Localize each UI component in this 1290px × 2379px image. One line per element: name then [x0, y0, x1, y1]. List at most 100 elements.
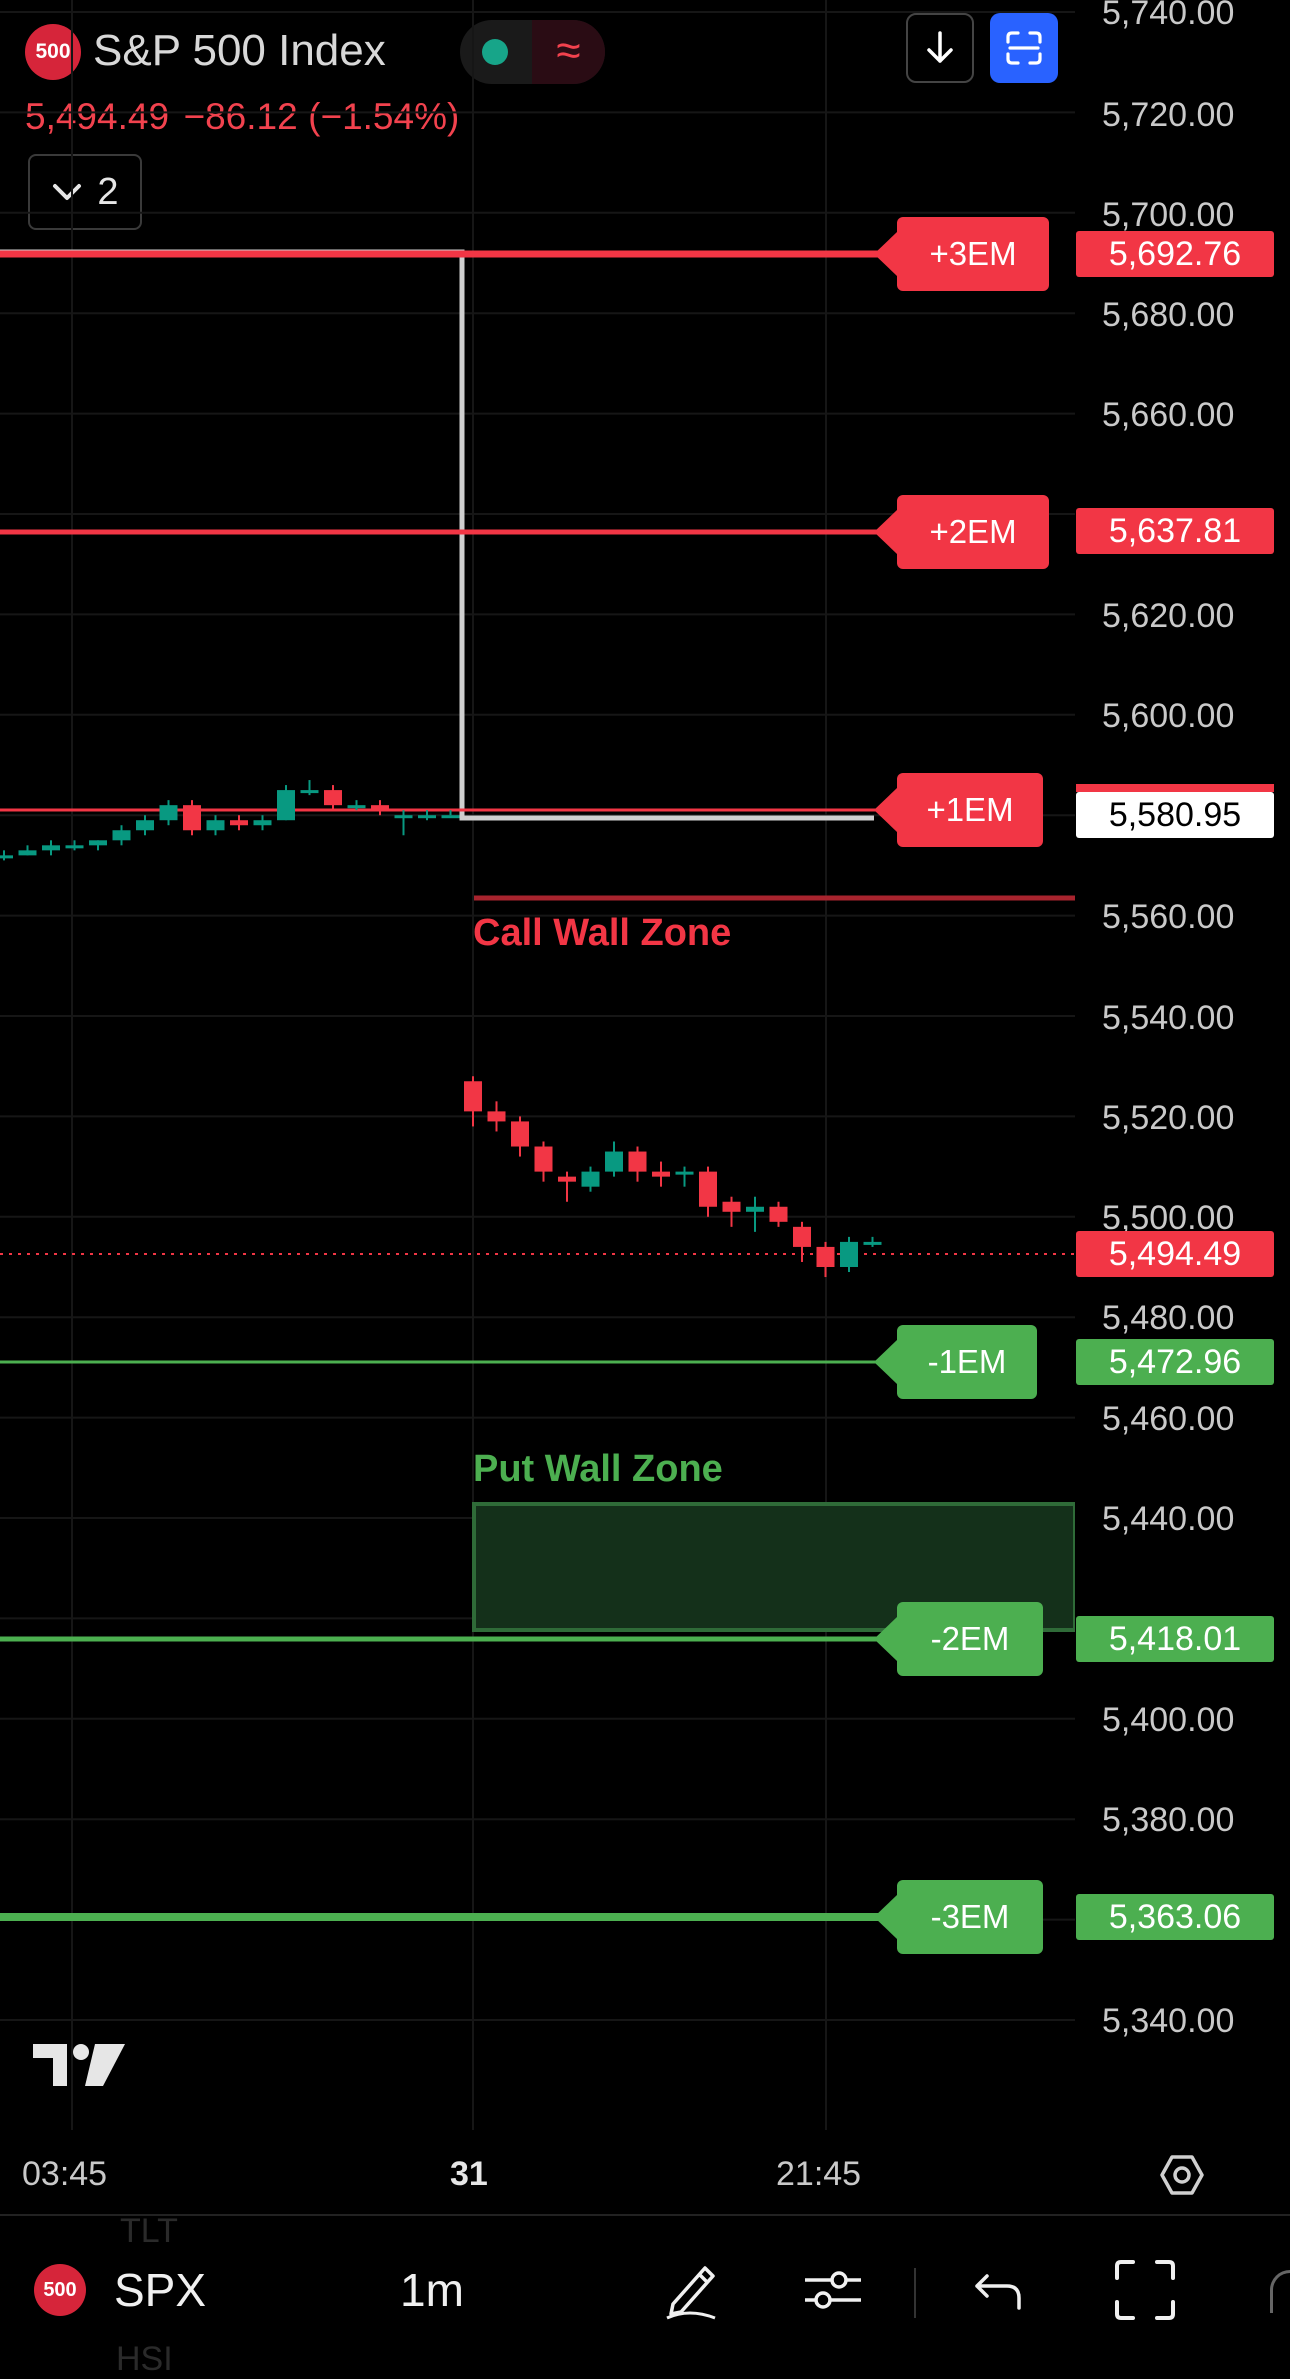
minus2em-tag[interactable]: -2EM: [897, 1602, 1043, 1676]
price-tick: 5,700.00: [1102, 196, 1235, 234]
minus3em-tag-pointer: [874, 1895, 897, 1939]
indicators-count: 2: [97, 170, 119, 213]
price-tick: 5,400.00: [1102, 1701, 1235, 1739]
price-tick: 5,560.00: [1102, 898, 1235, 936]
tradingview-logo[interactable]: TV: [33, 2040, 129, 2088]
candle-body: [324, 790, 342, 806]
market-open-dot-icon: [482, 39, 508, 65]
minus1em-tag-pointer: [874, 1340, 897, 1384]
toolbar-divider: [914, 2268, 916, 2318]
last-price-label: 5,494.49: [1076, 1231, 1274, 1277]
price-tick: 5,540.00: [1102, 999, 1235, 1037]
candle-body: [0, 855, 13, 859]
put-wall-zone-label: Put Wall Zone: [473, 1448, 723, 1490]
measure-box: [0, 249, 874, 821]
plus1em-axis-marker: [1076, 784, 1274, 792]
put-wall-zone-box: [472, 1502, 1075, 1632]
candle-body: [605, 1151, 623, 1172]
minus1em-price-label: 5,472.96: [1076, 1339, 1274, 1385]
minus1em-tag[interactable]: -1EM: [897, 1325, 1037, 1399]
candle-body: [136, 820, 154, 831]
page-title[interactable]: S&P 500 Index: [93, 26, 386, 75]
candle-body: [652, 1171, 670, 1177]
bottom-toolbar: TLT HSI 500 SPX 1m: [0, 2212, 1290, 2378]
price-chart[interactable]: [0, 0, 1075, 2130]
candle-body: [558, 1176, 576, 1182]
wave-icon: ≈: [532, 20, 605, 84]
chevron-down-icon: [53, 184, 82, 200]
minus3em-tag[interactable]: -3EM: [897, 1880, 1043, 1954]
price-tick: 5,460.00: [1102, 1400, 1235, 1438]
minus2em-tag-pointer: [874, 1617, 897, 1661]
expand-icon: [1115, 2260, 1175, 2320]
interval-selector[interactable]: 1m: [400, 2264, 464, 2316]
chart-settings-icon[interactable]: [1158, 2151, 1206, 2199]
last-price: 5,494.49: [25, 96, 170, 137]
plus1em-tag-pointer: [874, 788, 897, 832]
candle-body: [464, 1081, 482, 1112]
ghost-watchlist-item: HSI: [116, 2340, 173, 2378]
plus1em-tag[interactable]: +1EM: [897, 773, 1043, 847]
candle-body: [699, 1171, 717, 1207]
fullscreen-button[interactable]: [1110, 2254, 1180, 2326]
indicators-collapse-button[interactable]: 2: [28, 154, 142, 230]
candle-body: [206, 820, 225, 831]
candle-body: [230, 820, 248, 826]
plus2em-tag-pointer: [874, 510, 897, 554]
price-tick: 5,600.00: [1102, 697, 1235, 735]
plus2em-tag[interactable]: +2EM: [897, 495, 1049, 569]
candle-body: [769, 1206, 788, 1222]
chart-grid: [0, 0, 1075, 2130]
candle-series: [0, 780, 882, 1278]
candle-body: [441, 815, 460, 819]
fullscreen-toggle-button[interactable]: [990, 13, 1058, 83]
candle-body: [347, 805, 366, 809]
price-tick: 5,740.00: [1102, 0, 1235, 32]
candle-body: [746, 1206, 764, 1212]
time-tick: 03:45: [22, 2155, 108, 2193]
candle-body: [89, 840, 107, 846]
undo-button[interactable]: [964, 2254, 1034, 2326]
minus3em-price-label: 5,363.06: [1076, 1894, 1274, 1940]
candle-body: [183, 805, 201, 831]
price-tick: 5,480.00: [1102, 1299, 1235, 1337]
candle-body: [418, 815, 436, 819]
candle-body: [394, 815, 413, 819]
price-tick: 5,340.00: [1102, 2002, 1235, 2040]
candle-body: [722, 1201, 741, 1212]
price-tick: 5,500.00: [1102, 1199, 1235, 1237]
minus2em-price-label: 5,418.01: [1076, 1616, 1274, 1662]
plus3em-tag[interactable]: +3EM: [897, 217, 1049, 291]
candle-body: [42, 845, 60, 851]
price-tick: 5,440.00: [1102, 1500, 1235, 1538]
plus3em-price-label: 5,692.76: [1076, 231, 1274, 277]
candle-body: [793, 1226, 811, 1247]
frame-icon: [1006, 31, 1042, 65]
price-tick: 5,520.00: [1102, 1099, 1235, 1137]
candle-body: [65, 845, 84, 849]
price-change-pct: (−1.54%): [308, 96, 460, 137]
pen-icon: [666, 2266, 716, 2320]
crosshair-price-label: 5,580.95: [1076, 792, 1274, 838]
overflow-edge-icon[interactable]: [1270, 2270, 1290, 2313]
candle-body: [300, 790, 319, 794]
candle-body: [628, 1151, 647, 1172]
sliders-icon: [805, 2271, 861, 2309]
drawing-tools-button[interactable]: [656, 2254, 726, 2326]
symbol-badge: 500: [34, 2264, 86, 2316]
indicators-settings-button[interactable]: [798, 2254, 868, 2326]
price-tick: 5,680.00: [1102, 296, 1235, 334]
candle-body: [371, 805, 389, 811]
time-tick-date: 31: [450, 2155, 488, 2193]
plus2em-price-label: 5,637.81: [1076, 508, 1274, 554]
candle-body: [840, 1241, 858, 1267]
download-button[interactable]: [906, 13, 974, 83]
candle-body: [863, 1241, 882, 1245]
symbol-selector[interactable]: 500 SPX: [34, 2256, 206, 2324]
price-tick: 5,720.00: [1102, 96, 1235, 134]
price-quote: 5,494.49 −86.12 (−1.54%): [25, 96, 459, 138]
candle-body: [18, 850, 37, 856]
candle-body: [534, 1146, 553, 1172]
candle-body: [511, 1121, 529, 1147]
market-status-toggle[interactable]: ≈: [460, 20, 605, 84]
